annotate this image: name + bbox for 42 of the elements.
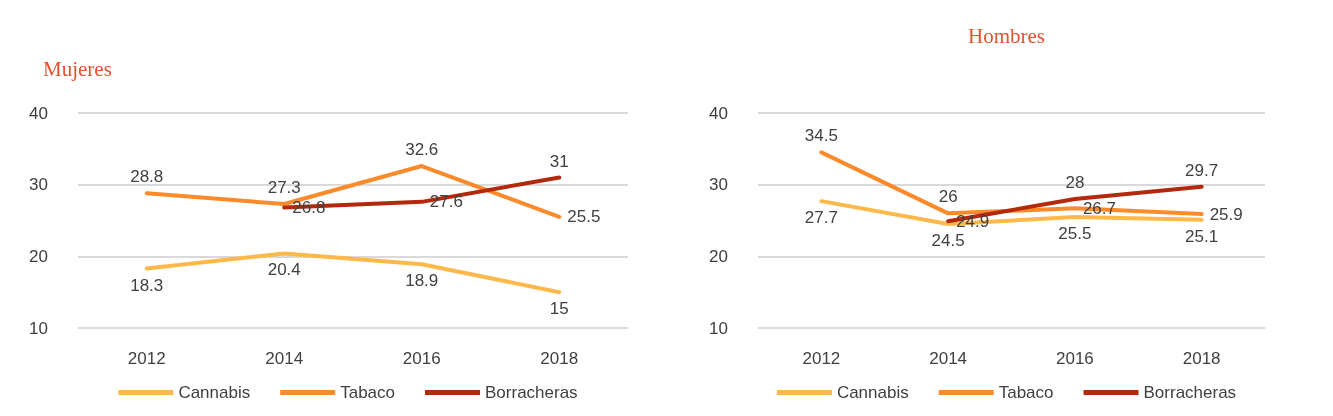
y-tick-label: 10 [29,318,48,338]
data-label: 29.7 [1185,160,1219,180]
data-label: 32.6 [405,140,439,160]
data-label: 15 [549,299,569,319]
x-tick-label: 2012 [127,349,166,368]
x-tick-label: 2014 [265,349,304,368]
y-tick-label: 10 [709,318,728,338]
legend-label: Cannabis [178,383,251,402]
y-tick-label: 40 [709,103,728,123]
legend-label: Tabaco [998,383,1054,402]
y-tick-label: 40 [29,103,48,123]
data-label: 27.7 [804,208,838,228]
y-tick-label: 20 [29,246,48,266]
x-tick-label: 2014 [929,349,968,368]
data-label: 24.5 [931,231,965,251]
legend-label: Borracheras [485,383,578,402]
chart-title: Hombres [968,23,1045,48]
chart-title: Mujeres [43,56,112,81]
data-label: 27.3 [267,178,301,198]
data-label: 31 [549,151,569,171]
data-label: 25.5 [1058,223,1092,243]
data-label: 25.5 [567,207,601,227]
data-label: 25.1 [1185,226,1219,246]
data-label: 18.9 [405,271,439,291]
legend-label: Tabaco [340,383,396,402]
data-label: 26 [938,187,958,207]
x-tick-label: 2016 [1055,349,1094,368]
data-label: 18.3 [130,275,164,295]
data-label: 28.8 [130,167,164,187]
x-tick-label: 2018 [540,349,579,368]
data-label: 20.4 [267,260,301,280]
y-tick-label: 30 [29,175,48,195]
x-tick-label: 2012 [802,349,841,368]
y-tick-label: 30 [709,175,728,195]
data-label: 25.9 [1209,204,1243,224]
x-tick-label: 2018 [1182,349,1221,368]
data-label: 28 [1065,173,1085,192]
data-label: 34.5 [804,126,838,146]
y-tick-label: 20 [709,246,728,266]
legend-label: Borracheras [1143,383,1237,402]
x-tick-label: 2016 [402,349,441,368]
legend-label: Cannabis [836,383,909,402]
